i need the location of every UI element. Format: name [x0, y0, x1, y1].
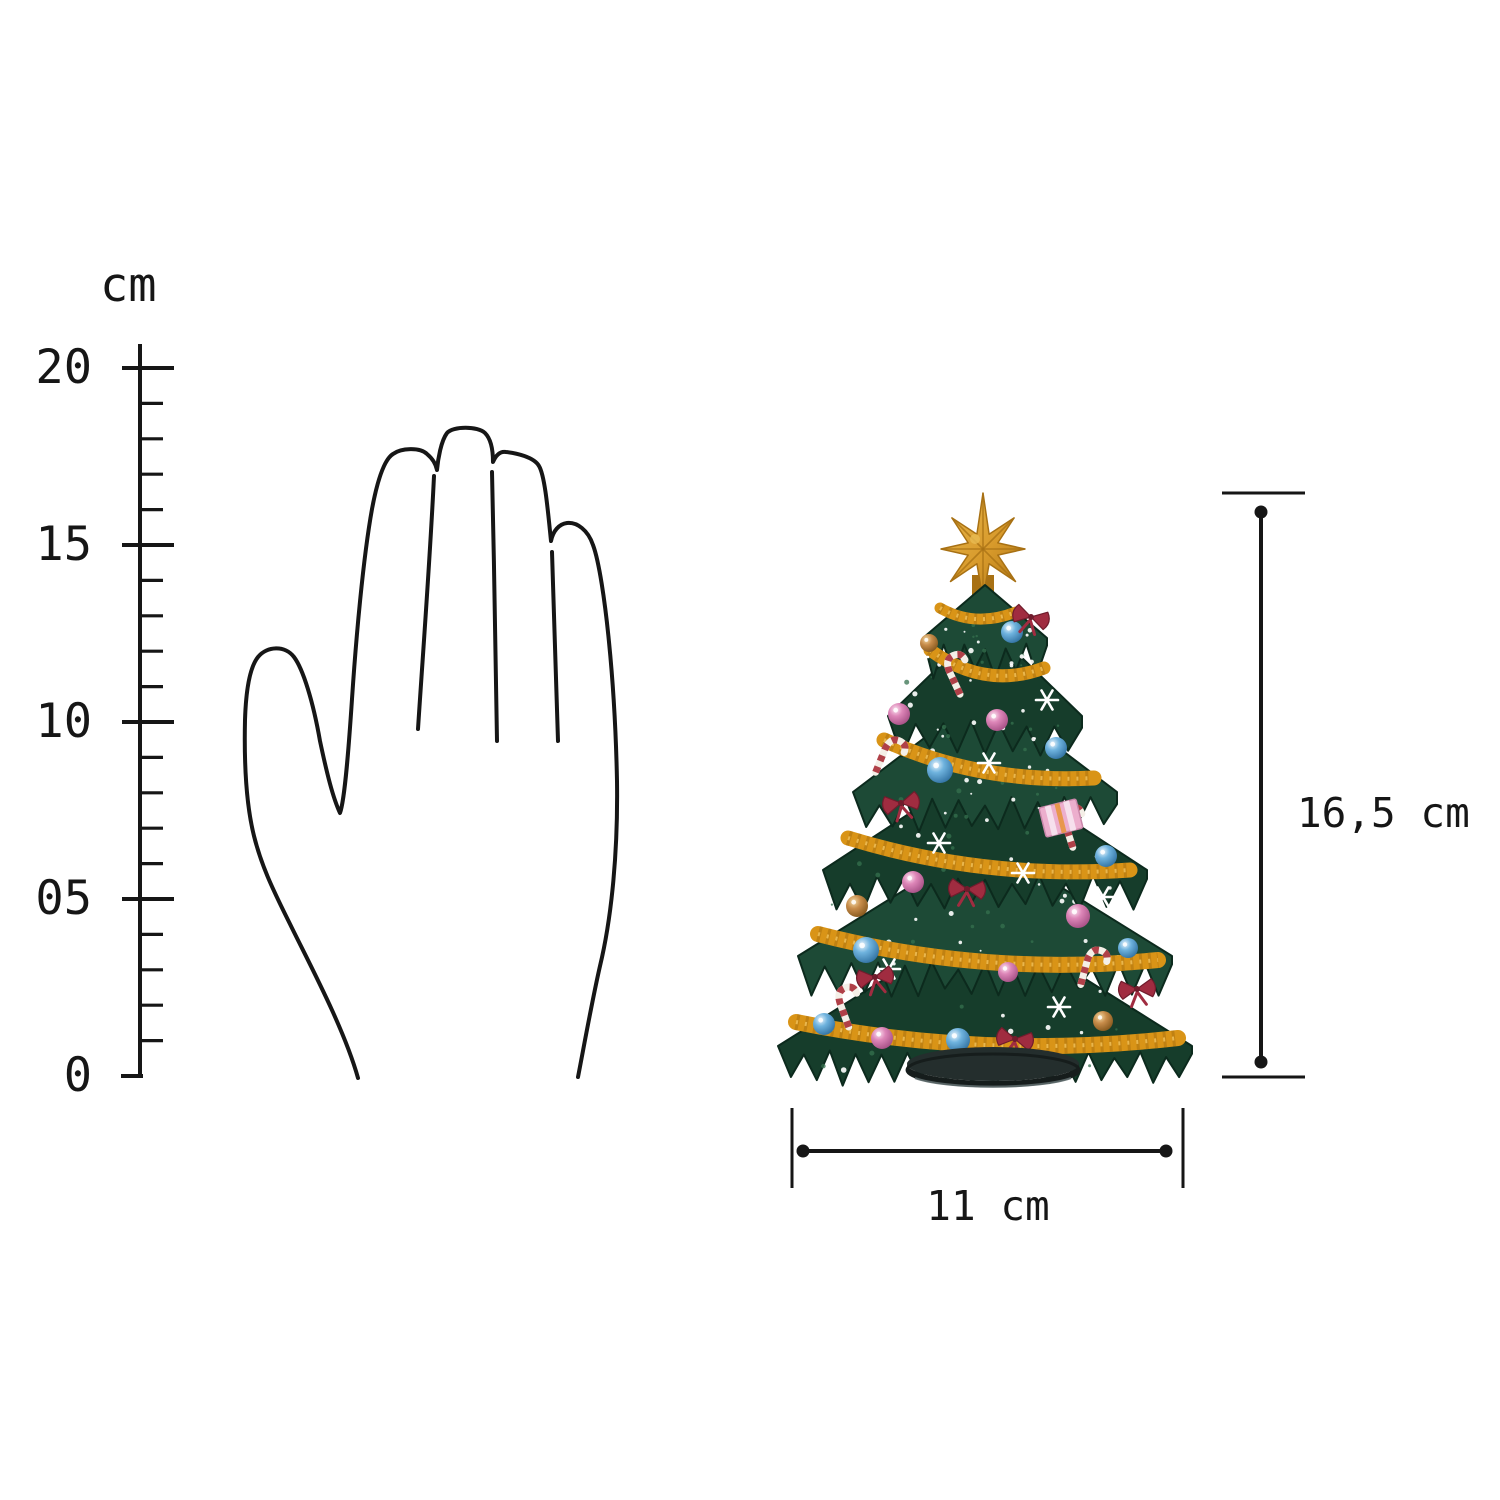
snowflake-ornament — [976, 752, 1002, 774]
music-box-base — [907, 1047, 1079, 1081]
finger-separation-line — [550, 550, 560, 743]
finger-separation-line — [490, 470, 499, 743]
height-dimension-line — [1222, 491, 1305, 1079]
ball-ornament — [998, 962, 1018, 982]
ball-ornament — [902, 871, 924, 893]
ruler-label-10: 10 — [35, 694, 92, 749]
width-dimension-label: 11 cm — [926, 1182, 1050, 1230]
ball-ornament — [1093, 1011, 1113, 1031]
snowflake-ornament — [1034, 689, 1060, 711]
bow-ornament — [855, 965, 895, 997]
ruler-label-0: 0 — [63, 1048, 92, 1103]
ball-ornament — [927, 757, 953, 783]
snowflake-ornament — [1090, 886, 1116, 908]
hand-outline — [242, 425, 620, 1080]
ruler-label-20: 20 — [35, 340, 92, 395]
star-topper — [940, 492, 1026, 600]
bow-ornament — [1117, 978, 1157, 1009]
snowflake-ornament — [1010, 862, 1036, 884]
dimension-endpoint-dot — [1159, 1144, 1173, 1158]
bow-ornament — [947, 878, 987, 908]
ruler-scale — [121, 344, 174, 1078]
ball-ornament — [920, 634, 938, 652]
ruler-label-15: 15 — [35, 517, 92, 572]
ball-ornament — [1045, 737, 1067, 759]
dimension-endpoint-dot — [1254, 505, 1268, 519]
ball-ornament — [853, 937, 879, 963]
dimension-endpoint-dot — [1254, 1055, 1268, 1069]
ball-ornament — [986, 709, 1008, 731]
gift-box-ornament — [1038, 798, 1084, 838]
ball-ornament — [946, 1028, 970, 1052]
ball-ornament — [846, 895, 868, 917]
finger-separation-line — [416, 474, 436, 731]
candy-cane-ornament — [872, 736, 909, 776]
bow-ornament — [882, 790, 920, 823]
christmas-tree-figurine — [777, 492, 1193, 1088]
snowflake-ornament — [926, 832, 952, 854]
ruler-label-05: 05 — [35, 871, 92, 926]
ball-ornament — [1066, 904, 1090, 928]
hand-contour — [242, 425, 620, 1080]
dimension-endpoint-dot — [796, 1144, 810, 1158]
ball-ornament — [1095, 845, 1117, 867]
ball-ornament — [871, 1027, 893, 1049]
width-dimension-line — [790, 1108, 1185, 1188]
snowflake-ornament — [1046, 996, 1072, 1018]
candy-cane-ornament — [835, 983, 861, 1031]
ruler-unit-label: cm — [100, 258, 157, 313]
height-dimension-label: 16,5 cm — [1297, 789, 1470, 837]
ball-ornament — [888, 703, 910, 725]
snowflake-ornament — [904, 646, 930, 668]
bow-ornament — [1012, 603, 1050, 637]
ball-ornament — [813, 1013, 835, 1035]
ball-ornament — [1118, 938, 1138, 958]
candy-cane-ornament — [944, 650, 969, 698]
ball-ornament — [1001, 621, 1023, 643]
candy-cane-ornament — [1077, 946, 1111, 989]
